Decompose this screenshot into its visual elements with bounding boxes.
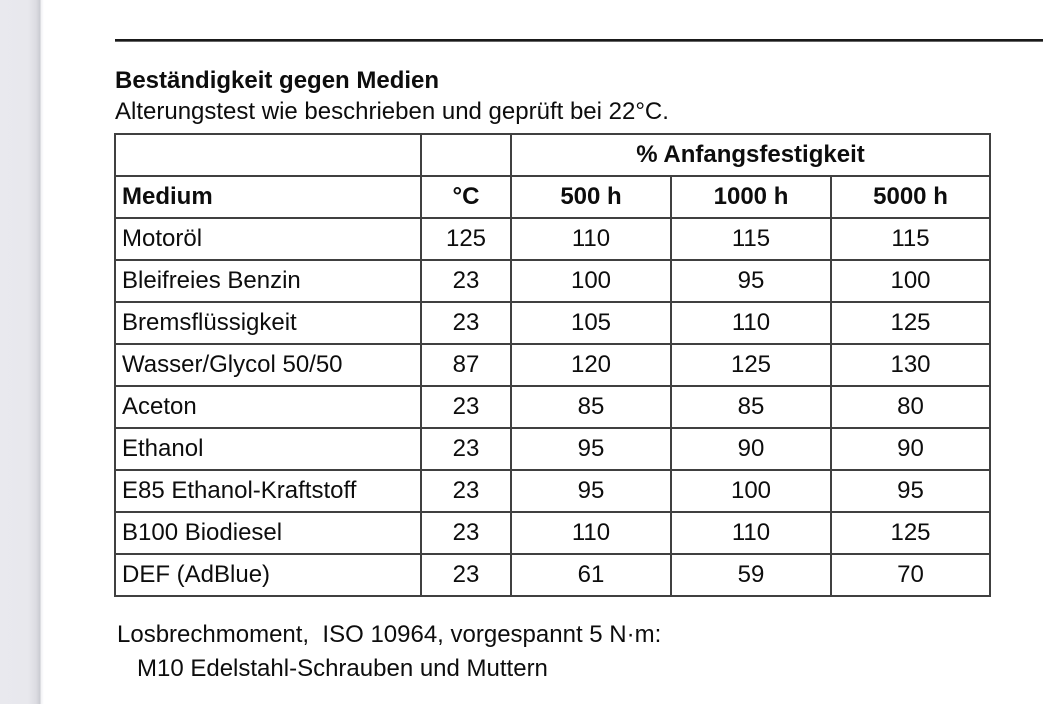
column-header-temperature: °C (420, 175, 512, 219)
table-row: Wasser/Glycol 50/50 87 120 125 130 (114, 343, 991, 387)
page-edge-gutter (0, 0, 44, 704)
value-cell: 23 (420, 259, 512, 303)
table-row: DEF (AdBlue) 23 61 59 70 (114, 553, 991, 597)
value-cell: 90 (670, 427, 832, 471)
value-cell: 70 (830, 553, 991, 597)
table-header-row: Medium °C 500 h 1000 h 5000 h (114, 175, 991, 219)
table-row: Bremsflüssigkeit 23 105 110 125 (114, 301, 991, 345)
value-cell: 125 (830, 511, 991, 555)
value-cell: 100 (670, 469, 832, 513)
medium-cell: E85 Ethanol-Kraftstoff (114, 469, 422, 513)
medium-cell: Ethanol (114, 427, 422, 471)
value-cell: 95 (510, 427, 672, 471)
medium-cell: Motoröl (114, 217, 422, 261)
medium-cell: DEF (AdBlue) (114, 553, 422, 597)
section-divider-rule (115, 39, 1043, 42)
medium-cell: Bleifreies Benzin (114, 259, 422, 303)
value-cell: 61 (510, 553, 672, 597)
value-cell: 95 (830, 469, 991, 513)
medium-cell: Wasser/Glycol 50/50 (114, 343, 422, 387)
table-row: Motoröl 125 110 115 115 (114, 217, 991, 261)
column-header-500h: 500 h (510, 175, 672, 219)
footnote-line-1: Losbrechmoment, ISO 10964, vorgespannt 5… (117, 621, 662, 648)
value-cell: 23 (420, 385, 512, 429)
value-cell: 115 (830, 217, 991, 261)
value-cell: 85 (670, 385, 832, 429)
value-cell: 95 (670, 259, 832, 303)
section-title: Beständigkeit gegen Medien (115, 67, 440, 94)
value-cell: 115 (670, 217, 832, 261)
value-cell: 80 (830, 385, 991, 429)
value-cell: 125 (830, 301, 991, 345)
value-cell: 23 (420, 553, 512, 597)
value-cell: 90 (830, 427, 991, 471)
value-cell: 130 (830, 343, 991, 387)
table-group-header-row: % Anfangsfestigkeit (114, 133, 991, 177)
value-cell: 23 (420, 427, 512, 471)
group-header-cell: % Anfangsfestigkeit (510, 133, 991, 177)
table-row: Ethanol 23 95 90 90 (114, 427, 991, 471)
empty-header-cell (114, 133, 422, 177)
value-cell: 87 (420, 343, 512, 387)
media-resistance-table: % Anfangsfestigkeit Medium °C 500 h 1000… (114, 133, 991, 597)
medium-cell: Aceton (114, 385, 422, 429)
footnote-line-2: M10 Edelstahl-Schrauben und Muttern (137, 655, 548, 682)
column-header-1000h: 1000 h (670, 175, 832, 219)
empty-header-cell (420, 133, 512, 177)
table-row: Bleifreies Benzin 23 100 95 100 (114, 259, 991, 303)
value-cell: 23 (420, 301, 512, 345)
value-cell: 110 (510, 217, 672, 261)
value-cell: 110 (670, 301, 832, 345)
column-header-medium: Medium (114, 175, 422, 219)
value-cell: 110 (670, 511, 832, 555)
value-cell: 125 (420, 217, 512, 261)
value-cell: 95 (510, 469, 672, 513)
section-subtitle: Alterungstest wie beschrieben und geprüf… (115, 98, 669, 125)
column-header-5000h: 5000 h (830, 175, 991, 219)
value-cell: 85 (510, 385, 672, 429)
table-row: Aceton 23 85 85 80 (114, 385, 991, 429)
value-cell: 110 (510, 511, 672, 555)
value-cell: 100 (830, 259, 991, 303)
medium-cell: Bremsflüssigkeit (114, 301, 422, 345)
value-cell: 105 (510, 301, 672, 345)
value-cell: 23 (420, 511, 512, 555)
value-cell: 59 (670, 553, 832, 597)
value-cell: 100 (510, 259, 672, 303)
table-row: E85 Ethanol-Kraftstoff 23 95 100 95 (114, 469, 991, 513)
table-row: B100 Biodiesel 23 110 110 125 (114, 511, 991, 555)
value-cell: 23 (420, 469, 512, 513)
medium-cell: B100 Biodiesel (114, 511, 422, 555)
value-cell: 125 (670, 343, 832, 387)
value-cell: 120 (510, 343, 672, 387)
